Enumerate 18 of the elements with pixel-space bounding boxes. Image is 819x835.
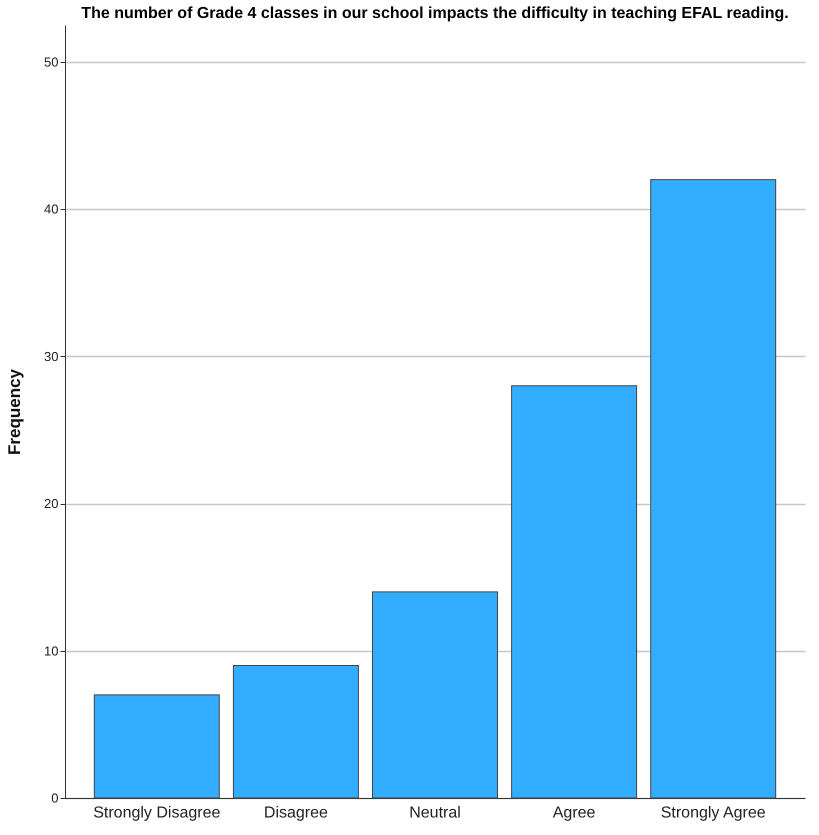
y-axis-title: Frequency (5, 368, 24, 455)
bar (650, 179, 776, 798)
y-tick-label: 30 (44, 348, 58, 364)
y-tick-label: 10 (44, 643, 58, 658)
x-tick-label: Neutral (409, 804, 461, 822)
y-tick-label: 50 (44, 54, 58, 70)
y-tick-label: 40 (44, 202, 58, 217)
x-tick-label: Strongly Agree (660, 804, 766, 822)
bar (372, 591, 498, 798)
bar (232, 664, 359, 798)
y-tick-label: 0 (51, 790, 58, 806)
x-tick-label: Disagree (264, 804, 328, 822)
chart-title: The number of Grade 4 classes in our school impacts the difficulty in teaching EFAL reading. (81, 5, 789, 22)
bar (511, 385, 638, 798)
y-tick-label: 20 (44, 496, 58, 512)
x-tick-label: Agree (552, 804, 596, 822)
bar (94, 694, 220, 798)
x-tick-label: Strongly Disagree (93, 804, 220, 822)
